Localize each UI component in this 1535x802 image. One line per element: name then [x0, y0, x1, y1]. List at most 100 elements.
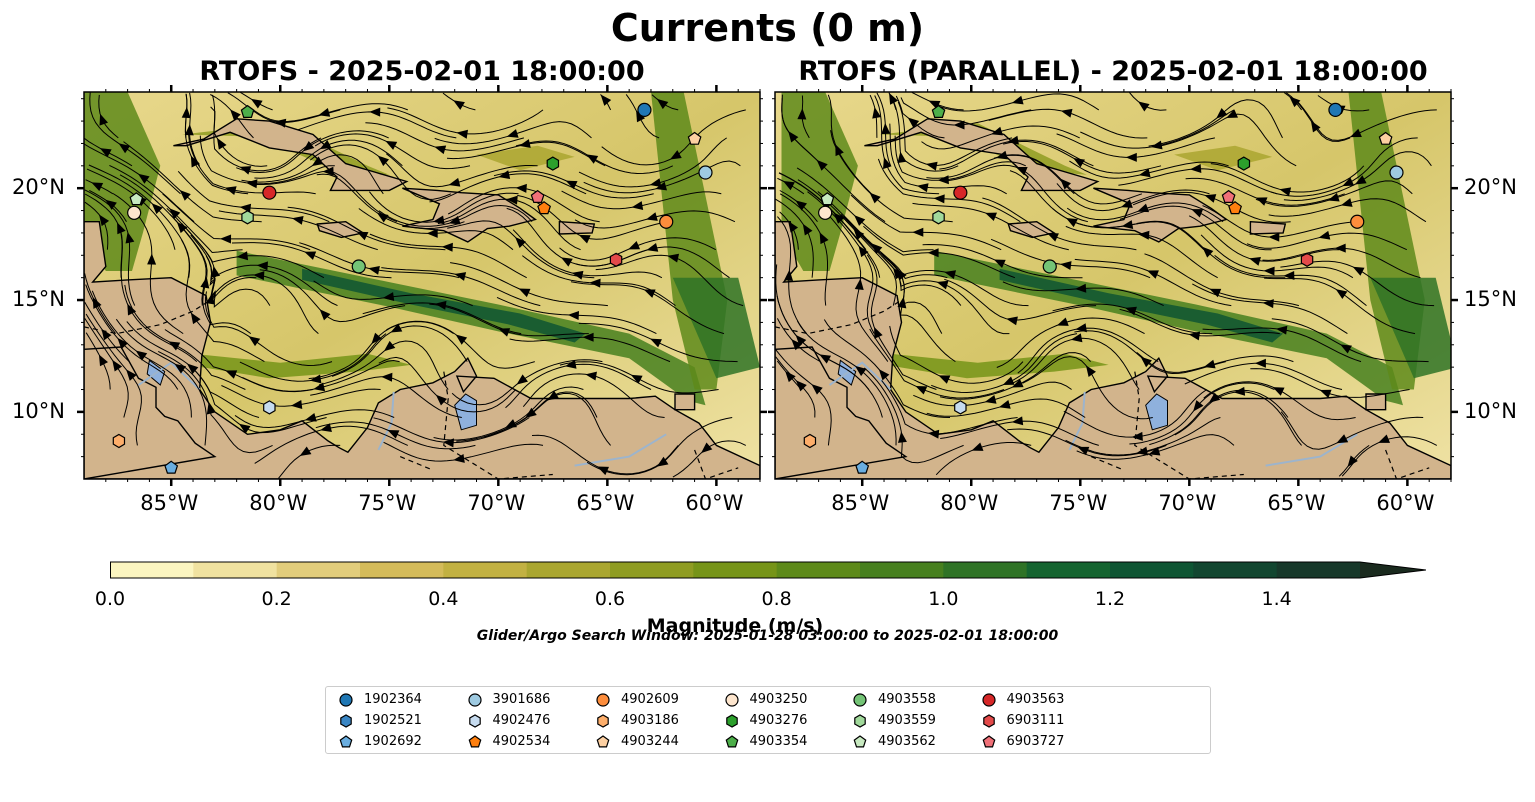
float-marker-3901686: [1389, 165, 1404, 180]
land-mass: [173, 118, 409, 192]
float-marker-6903727: [530, 189, 545, 203]
streamline-arrow: [1191, 209, 1204, 218]
streamline-arrow: [369, 107, 381, 117]
legend-marker-hexagon-icon: [854, 713, 866, 728]
right-panel-title: RTOFS (PARALLEL) - 2025-02-01 18:00:00: [798, 56, 1428, 87]
streamline-arrow: [117, 222, 126, 235]
streamline-arrow: [302, 140, 315, 152]
streamline-arrow: [646, 212, 658, 221]
streamline-arrow: [1335, 289, 1348, 300]
streamline-arrow: [99, 113, 109, 126]
streamline-arrow: [432, 215, 445, 225]
streamline-arrow: [216, 137, 227, 150]
colorbar-tick-label: 0.6: [594, 588, 626, 610]
legend-item: 1902692: [338, 731, 422, 752]
streamline-arrow: [936, 280, 949, 290]
x-tick-label: 80°W: [940, 491, 999, 515]
x-tick-label: 60°W: [1376, 491, 1435, 515]
streamline-arrow: [319, 139, 332, 150]
streamline-arrow: [784, 269, 794, 281]
legend-item: 3901686: [467, 689, 551, 710]
colorbar-tick-label: 1.4: [1261, 588, 1292, 610]
streamline-arrow: [788, 220, 799, 233]
streamline-arrow: [656, 98, 669, 110]
country-border: [84, 299, 211, 335]
streamline-arrow: [783, 181, 795, 191]
streamline-arrow: [99, 148, 112, 158]
streamline-arrow: [589, 278, 601, 288]
legend-item: 4903276: [724, 710, 807, 731]
float-marker-4903276: [546, 156, 560, 171]
streamline-arrow: [925, 161, 938, 171]
streamline-arrow: [118, 143, 131, 154]
legend-marker-circle-icon: [724, 692, 739, 707]
legend-marker-pentagon-icon: [982, 734, 995, 747]
streamline-arrow: [256, 261, 268, 271]
streamline-arrow: [811, 384, 823, 395]
x-tick-label: 70°W: [467, 491, 526, 515]
float-marker-4903354: [240, 104, 255, 119]
streamline-arrow: [927, 248, 939, 258]
legend-item: 4903562: [852, 731, 936, 752]
streamline-arrow: [238, 423, 251, 434]
streamline-arrow: [953, 120, 965, 130]
streamline-arrow: [319, 309, 331, 321]
streamline-arrow: [184, 124, 194, 136]
legend-marker-pentagon-icon: [339, 734, 353, 747]
streamline-arrow: [1075, 283, 1087, 293]
river: [574, 433, 667, 467]
colorbar-segment: [193, 562, 278, 578]
colorbar-segment: [1026, 562, 1111, 578]
legend-label: 4903354: [749, 734, 808, 749]
legend-marker-hexagon-icon: [725, 713, 738, 728]
streamline-arrow: [1190, 164, 1202, 173]
current-speed-band: [1174, 145, 1273, 171]
streamline-arrow: [646, 243, 659, 252]
streamline-arrow: [1150, 140, 1163, 150]
x-tick-label: 65°W: [576, 491, 635, 515]
streamline-arrow: [1318, 230, 1331, 240]
country-border: [775, 299, 902, 335]
streamline-arrow: [206, 402, 216, 415]
land-mass: [1249, 220, 1287, 235]
streamline-arrow: [1254, 358, 1266, 368]
streamline-arrow: [453, 100, 465, 110]
streamline-arrow: [387, 430, 400, 439]
colorbar-segment: [1276, 562, 1361, 578]
streamline-arrow: [92, 296, 102, 309]
streamline-arrow: [1347, 455, 1358, 467]
streamline-arrow: [1263, 266, 1275, 276]
legend-marker-pentagon-icon: [725, 734, 738, 747]
streamline-arrow: [795, 334, 807, 347]
streamline-arrow: [1138, 230, 1150, 240]
streamline-arrow: [169, 208, 181, 220]
streamline-arrow: [105, 199, 117, 210]
float-marker-4903244: [1378, 131, 1393, 145]
lake: [454, 393, 477, 431]
float-marker-4903562: [129, 192, 144, 206]
legend-item: 1902364: [338, 689, 422, 710]
streamline-arrow: [454, 272, 467, 281]
float-marker-4903559: [932, 210, 945, 225]
streamline-arrow: [586, 154, 599, 164]
streamline-arrow: [701, 442, 713, 454]
float-marker-4903186: [112, 433, 126, 449]
streamline-arrow: [313, 382, 326, 392]
legend-label: 4903244: [621, 734, 679, 749]
streamline-arrow: [1137, 203, 1150, 213]
streamline-arrow: [985, 212, 997, 221]
streamline-arrow: [855, 365, 867, 377]
colorbar-segment: [1193, 562, 1278, 578]
streamline-arrow: [854, 215, 866, 226]
map-frame: [774, 91, 1452, 480]
legend-label: 3901686: [492, 692, 551, 707]
legend-item: 4903563: [981, 689, 1064, 710]
streamline-arrow: [1060, 178, 1072, 190]
streamline-arrow: [1226, 109, 1239, 118]
streamline-arrow: [1283, 271, 1295, 281]
legend-item: 6903727: [981, 731, 1064, 752]
float-marker-4902609: [659, 214, 674, 229]
legend-marker-circle-icon: [981, 692, 996, 707]
land-mass: [558, 220, 596, 235]
streamline-arrow: [1065, 218, 1078, 228]
